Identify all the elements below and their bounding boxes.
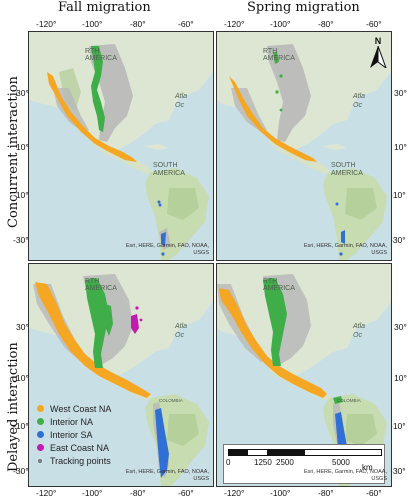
label-ocean: Atla Oc bbox=[175, 93, 188, 110]
map-panel-fall-concurrent: RTH AMERICA Atla Oc SOUTH AMERICA Esri, HER… bbox=[28, 31, 214, 261]
attribution: Esri, HERE, Garmin, FAO, NOAA, USGS bbox=[125, 469, 209, 482]
legend-swatch bbox=[37, 405, 44, 412]
tracking-points-area bbox=[267, 44, 311, 142]
row-title-concurrent: Concurrent interaction bbox=[6, 76, 21, 228]
legend-swatch bbox=[37, 418, 44, 425]
interior-na-route bbox=[263, 278, 287, 366]
label-south-america: SOUTH AMERICA bbox=[331, 162, 363, 178]
attribution: Esri, HERE, Garmin, FAO, NOAA, USGS bbox=[125, 243, 209, 256]
scale-label: 0 bbox=[226, 458, 231, 467]
interior-na-route bbox=[273, 52, 279, 64]
label-colombia: COLOMBIA bbox=[337, 398, 361, 403]
caribbean-islands bbox=[143, 144, 169, 150]
column-title-fall: Fall migration bbox=[58, 0, 151, 15]
scale-bar: 0 1250 2500 5000 km bbox=[223, 444, 385, 484]
label-north-america: RTH AMERICA bbox=[263, 278, 295, 292]
map-panel-spring-concurrent: N RTH AMERICA Atla Oc SOUTH AMERICA Esri, H… bbox=[216, 31, 392, 261]
legend-item-west-coast-na: West Coast NA bbox=[37, 402, 111, 415]
interior-na-route bbox=[85, 278, 109, 368]
west-coast-na-route bbox=[219, 288, 327, 398]
scale-label: 2500 bbox=[276, 458, 294, 467]
row-title-delayed: Delayed interaction bbox=[6, 342, 21, 472]
scale-unit: km bbox=[362, 463, 373, 472]
label-ocean: Atla Oc bbox=[353, 93, 366, 110]
label-colombia: COLOMBIA bbox=[159, 398, 183, 403]
attribution: Esri, HERE, Garmin, FAO, NOAA, USGS bbox=[303, 243, 387, 256]
label-south-america: SOUTH AMERICA bbox=[153, 162, 185, 178]
scale-label: 5000 bbox=[332, 458, 350, 467]
attribution: Esri, HERE, Garmin, FAO, NOAA, USGS bbox=[303, 469, 387, 482]
north-arrow: N bbox=[369, 36, 387, 68]
legend: West Coast NA Interior NA Interior SA Ea… bbox=[37, 402, 111, 467]
column-title-spring: Spring migration bbox=[247, 0, 360, 15]
legend-item-interior-sa: Interior SA bbox=[37, 428, 111, 441]
scale-label: 1250 bbox=[254, 458, 272, 467]
amazon-forest bbox=[167, 188, 199, 220]
label-north-america: RTH AMERICA bbox=[85, 278, 117, 292]
interior-sa-route bbox=[161, 232, 166, 246]
interior-sa-route bbox=[341, 230, 345, 244]
map-panel-fall-delayed: RTH AMERICA Atla Oc COLOMBIA West Coast NA… bbox=[28, 263, 214, 487]
legend-swatch bbox=[37, 431, 44, 438]
interior-sa-route bbox=[155, 408, 169, 478]
label-north-america: RTH AMERICA bbox=[263, 48, 295, 62]
west-coast-na-route bbox=[35, 282, 151, 398]
north-arrow-icon bbox=[370, 46, 387, 68]
east-coast-na-route bbox=[131, 314, 139, 334]
legend-item-east-coast-na: East Coast NA bbox=[37, 441, 111, 454]
label-ocean: Atla Oc bbox=[175, 323, 188, 340]
interior-na-route bbox=[91, 46, 105, 132]
legend-item-interior-na: Interior NA bbox=[37, 415, 111, 428]
label-north-america: RTH AMERICA bbox=[85, 48, 117, 62]
label-ocean: Atla Oc bbox=[353, 323, 366, 340]
map-panel-spring-delayed: RTH AMERICA Atla Oc COLOMBIA 0 1250 2500 5… bbox=[216, 263, 392, 487]
legend-swatch bbox=[37, 444, 44, 451]
legend-swatch bbox=[38, 458, 42, 463]
legend-item-tracking-points: Tracking points bbox=[37, 454, 111, 467]
